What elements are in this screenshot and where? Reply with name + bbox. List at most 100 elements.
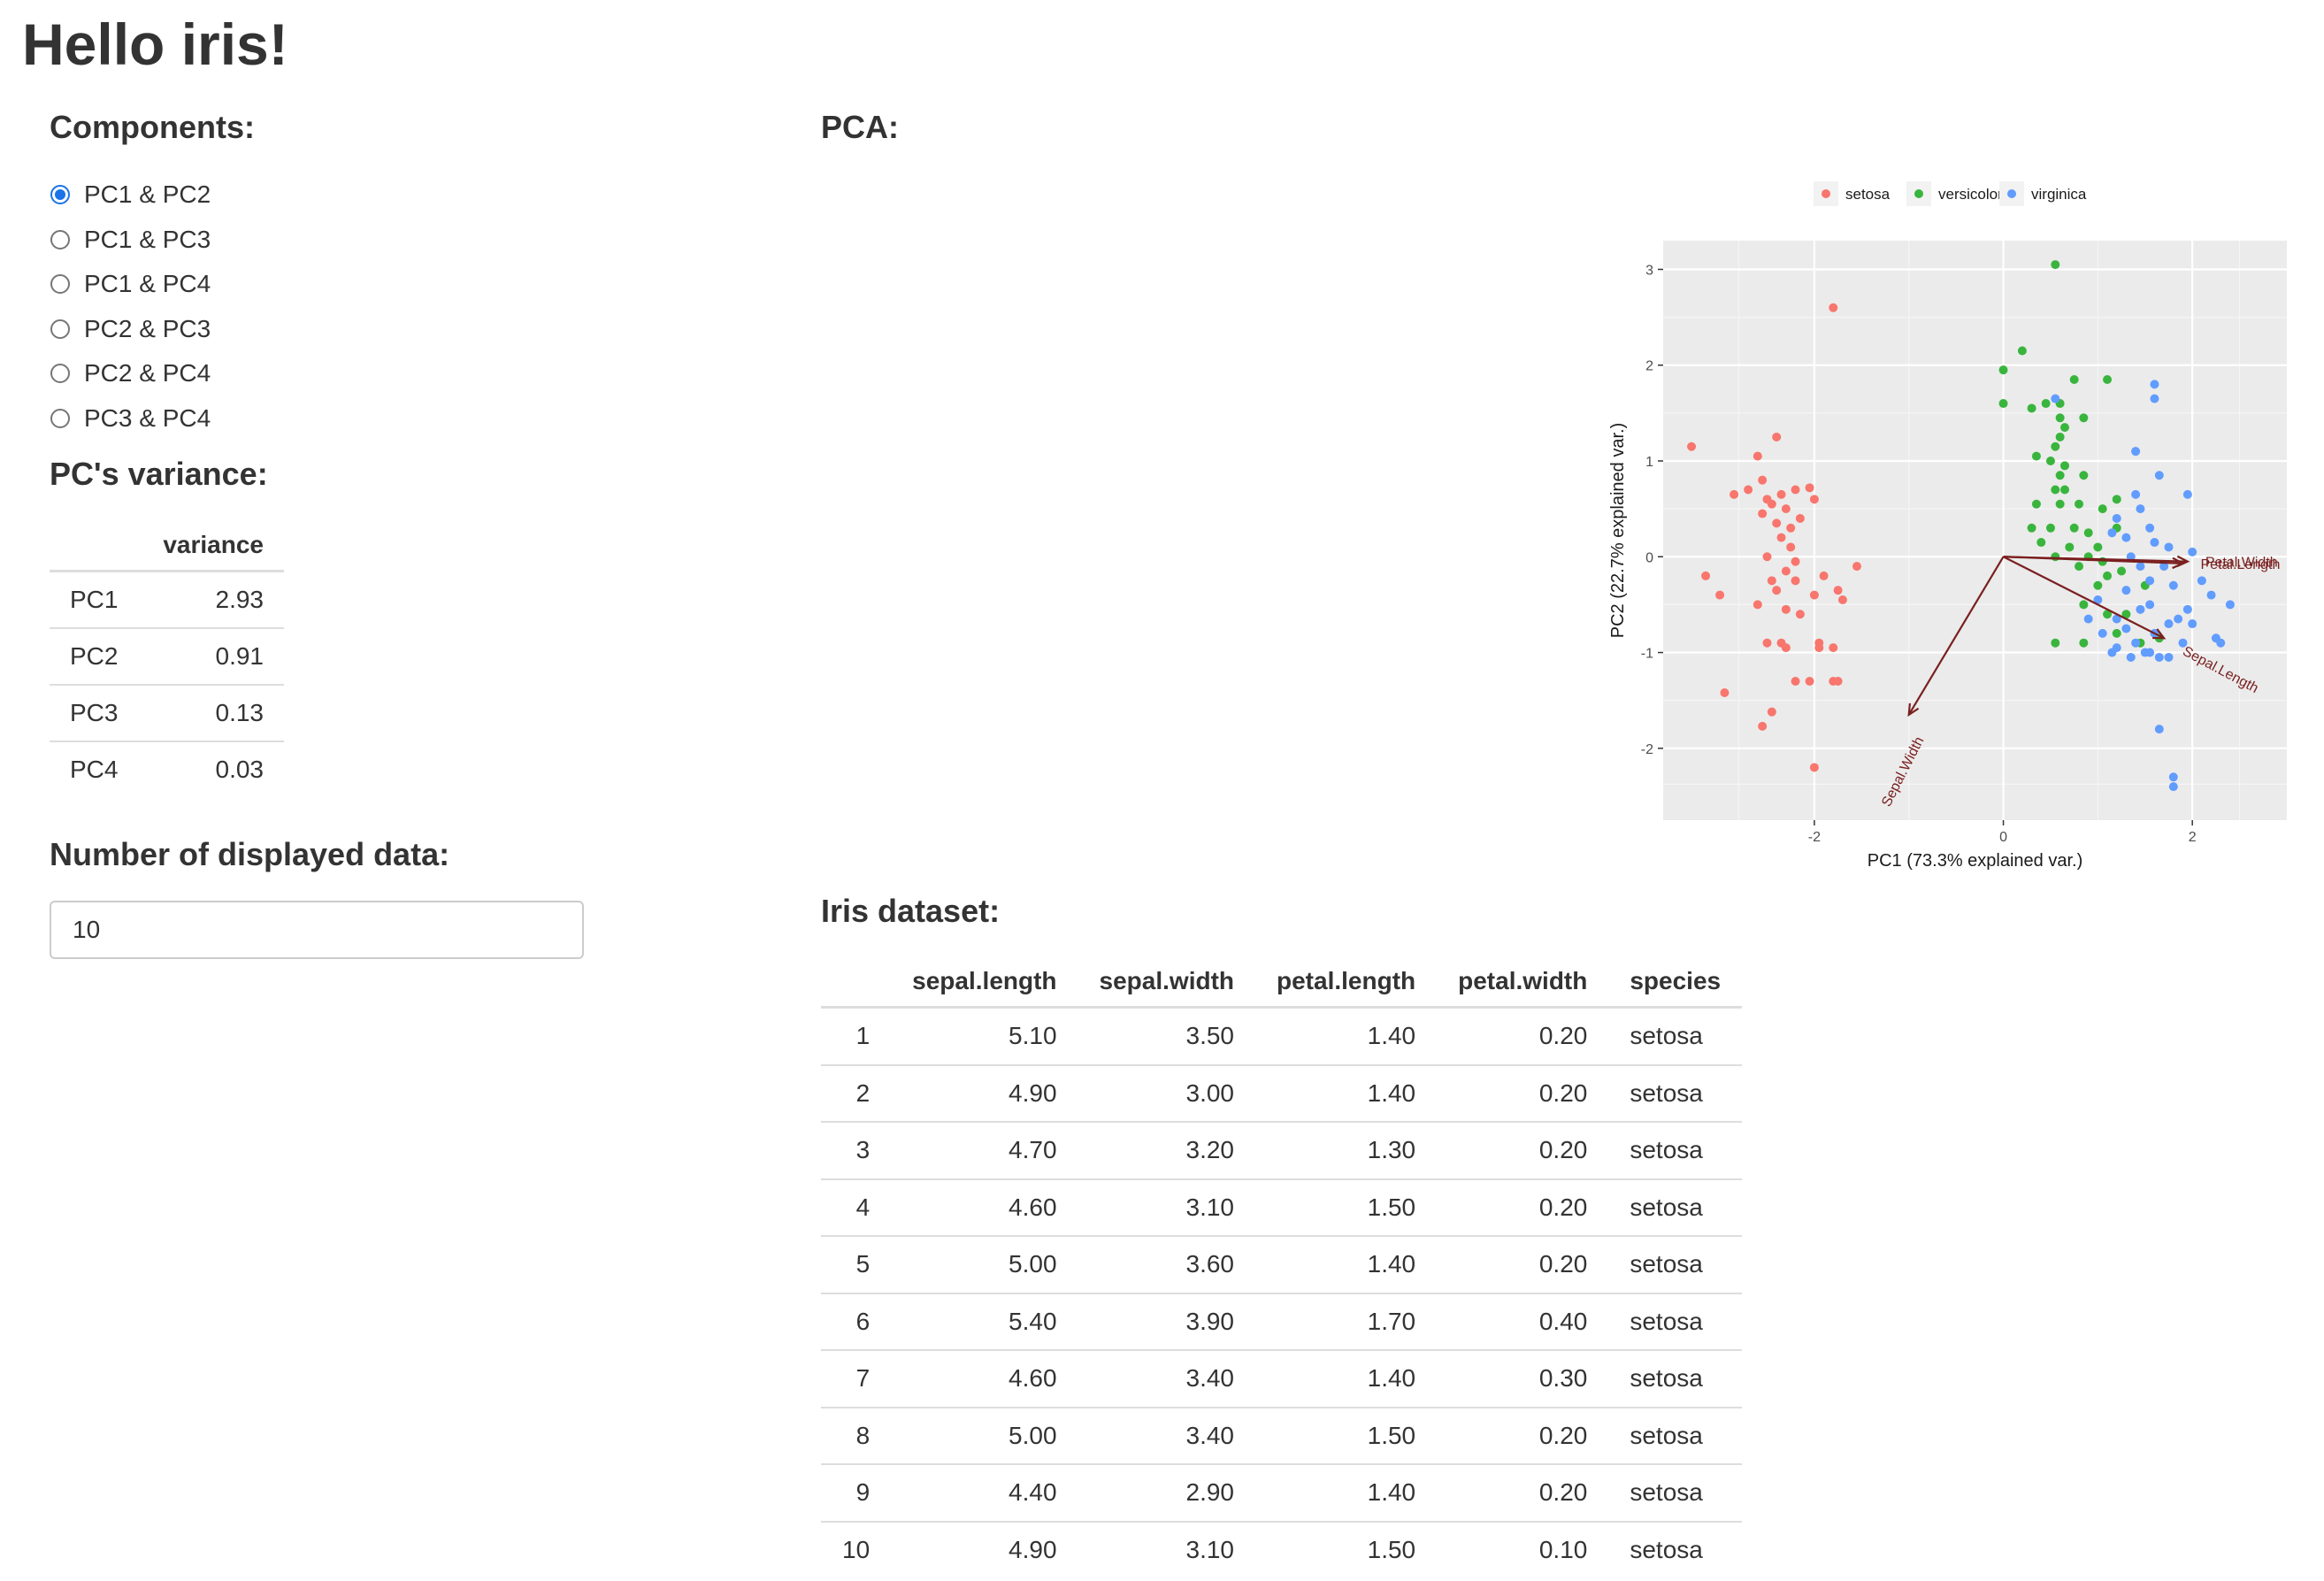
- data-points: [1687, 260, 2235, 792]
- data-point-versicolor: [2027, 523, 2036, 533]
- radio-option[interactable]: PC2 & PC4: [50, 351, 211, 396]
- radio-button[interactable]: [50, 274, 70, 295]
- data-point-setosa: [1791, 576, 1800, 586]
- data-point-setosa: [1833, 586, 1843, 595]
- data-point-setosa: [1772, 586, 1782, 595]
- loading-arrow: [2003, 556, 2165, 640]
- table-cell: 4.90: [1009, 1535, 1057, 1563]
- table-cell: setosa: [1608, 1007, 1743, 1066]
- data-point-setosa: [1837, 595, 1847, 604]
- data-point-virginica: [2136, 604, 2145, 614]
- data-point-virginica: [2098, 628, 2107, 638]
- data-point-versicolor: [2112, 628, 2121, 638]
- data-point-virginica: [2154, 725, 2164, 734]
- data-point-virginica: [2107, 528, 2117, 538]
- data-point-versicolor: [2075, 562, 2083, 572]
- table-row: 7 4.60 3.40 1.40 0.30 setosa: [821, 1350, 1743, 1408]
- data-point-setosa: [1720, 688, 1730, 698]
- table-cell: 0.20: [1437, 1122, 1609, 1180]
- table-cell: 3.10: [1185, 1535, 1235, 1563]
- table-cell: 0.20: [1437, 1064, 1609, 1123]
- table-cell: 1.40: [1255, 1464, 1438, 1523]
- data-point-setosa: [1781, 643, 1791, 653]
- data-point-virginica: [2174, 614, 2183, 624]
- table-row: 10 4.90 3.10 1.50 0.10 setosa: [821, 1522, 1742, 1578]
- table-cell: setosa: [1608, 1122, 1743, 1180]
- row-index-cell: 5: [821, 1236, 892, 1294]
- table-cell: 4.70: [891, 1122, 1078, 1180]
- pca-biplot: setosa versicolor virginica -2 0 2 -2 -1 0 1 2 3 P…: [1608, 181, 2287, 871]
- plot-panel: [1663, 241, 2287, 820]
- x-tick-label: 2: [2189, 830, 2197, 845]
- data-point-virginica: [2112, 614, 2121, 624]
- data-point-virginica: [2131, 638, 2141, 648]
- data-point-virginica: [2093, 595, 2103, 604]
- data-point-setosa: [1758, 475, 1768, 485]
- data-point-versicolor: [2079, 413, 2089, 423]
- table-cell: 4.60: [891, 1350, 1078, 1408]
- table-cell: 3.10: [1078, 1178, 1255, 1237]
- radio-button[interactable]: [50, 229, 70, 249]
- data-point-virginica: [2182, 489, 2192, 499]
- variance-pc-cell: PC4: [70, 756, 119, 783]
- data-point-setosa: [1829, 643, 1838, 653]
- data-point-virginica: [2126, 552, 2136, 562]
- data-point-virginica: [2121, 624, 2131, 633]
- table-row: 5 5.00 3.60 1.40 0.20 setosa: [821, 1236, 1743, 1294]
- table-row: 6 5.40 3.90 1.70 0.40 setosa: [821, 1293, 1743, 1351]
- data-point-versicolor: [2069, 374, 2079, 384]
- radio-option[interactable]: PC1 & PC4: [50, 262, 211, 307]
- legend-label: versicolor: [1938, 186, 2003, 203]
- y-tick-label: 3: [1645, 263, 1653, 278]
- data-point-setosa: [1829, 303, 1838, 312]
- radio-option[interactable]: PC1 & PC3: [50, 218, 211, 263]
- data-point-versicolor: [2059, 461, 2069, 471]
- table-cell: 5.00: [891, 1236, 1078, 1294]
- radio-option[interactable]: PC1 & PC2: [50, 173, 211, 218]
- radio-option[interactable]: PC3 & PC4: [50, 396, 211, 441]
- loading-arrow: [2003, 556, 2183, 564]
- data-point-versicolor: [2041, 399, 2051, 409]
- data-point-setosa: [1781, 604, 1791, 614]
- table-cell: setosa: [1608, 1293, 1743, 1351]
- chart-legend: setosa versicolor virginica: [1814, 181, 2087, 206]
- radio-button[interactable]: [50, 408, 70, 428]
- data-point-setosa: [1805, 677, 1814, 687]
- legend-label: setosa: [1845, 186, 1891, 203]
- table-cell: setosa: [1608, 1178, 1743, 1237]
- radio-label: PC2 & PC4: [84, 359, 211, 388]
- variance-heading: PC's variance:: [50, 456, 268, 492]
- table-cell: 0.20: [1437, 1007, 1609, 1066]
- table-cell: setosa: [1608, 1407, 1743, 1465]
- data-point-versicolor: [2055, 413, 2065, 423]
- table-cell: 0.40: [1437, 1293, 1609, 1351]
- table-cell: 0.20: [1437, 1236, 1609, 1294]
- data-point-virginica: [2197, 576, 2206, 586]
- data-point-versicolor: [2027, 403, 2036, 413]
- table-cell: 4.40: [891, 1464, 1078, 1523]
- table-cell: 1.40: [1255, 1064, 1438, 1123]
- data-point-virginica: [2178, 638, 2188, 648]
- row-index-cell: 8: [821, 1407, 892, 1465]
- radio-button[interactable]: [50, 364, 70, 384]
- data-point-setosa: [1753, 600, 1762, 610]
- radio-button-checked[interactable]: [50, 185, 70, 205]
- row-index-cell: 4: [821, 1178, 892, 1237]
- table-row: 1 5.10 3.50 1.40 0.20 setosa: [821, 1007, 1743, 1066]
- variance-row: PC2 0.91: [50, 628, 284, 686]
- data-point-virginica: [2188, 547, 2197, 556]
- data-point-virginica: [2225, 600, 2235, 610]
- radio-button[interactable]: [50, 319, 70, 339]
- row-index-cell: 7: [821, 1350, 892, 1408]
- iris-column-header: sepal.width: [1078, 951, 1255, 1009]
- y-axis-label: PC2 (22.7% explained var.): [1608, 423, 1628, 638]
- data-point-setosa: [1753, 451, 1762, 461]
- table-cell: 3.20: [1078, 1122, 1255, 1180]
- data-point-virginica: [2131, 447, 2141, 457]
- data-point-setosa: [1767, 499, 1776, 509]
- iris-heading: Iris dataset:: [821, 893, 1001, 929]
- displayed-count-input[interactable]: [50, 901, 584, 959]
- data-point-versicolor: [2079, 600, 2089, 610]
- radio-option[interactable]: PC2 & PC3: [50, 307, 211, 352]
- data-point-virginica: [2083, 614, 2093, 624]
